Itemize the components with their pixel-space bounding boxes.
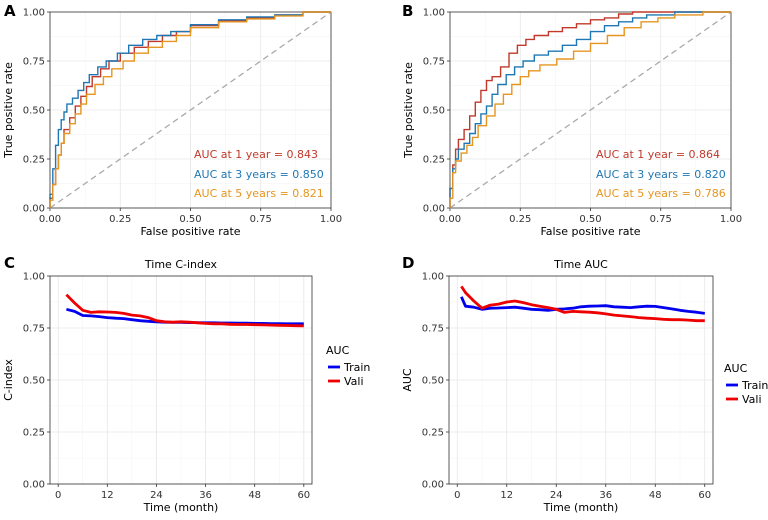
x-tick-label: 0.00: [439, 214, 461, 225]
x-tick-label: 1.00: [320, 214, 342, 225]
y-tick-label: 1.00: [23, 8, 45, 19]
roc-curve-5-years: [49, 11, 331, 208]
x-tick-label: 12: [500, 490, 513, 501]
y-axis-title: True positive rate: [402, 62, 415, 159]
y-tick-label: 0.75: [23, 324, 45, 335]
x-tick-label: 36: [599, 490, 612, 501]
auc-label: AUC at 1 year = 0.864: [596, 148, 720, 161]
y-tick-label: 0.25: [23, 428, 45, 439]
x-axis-title: False positive rate: [540, 225, 640, 238]
y-tick-label: 1.00: [23, 272, 45, 283]
plot-title: Time AUC: [553, 258, 608, 271]
y-tick-label: 0.25: [422, 428, 444, 439]
panel-a: 0.00 0.25 0.50 0.75 1.00 0.00 0.25 0.50 0.75 1.00…: [2, 2, 342, 238]
x-tick-label: 36: [199, 490, 212, 501]
y-axis-title: True positive rate: [2, 62, 15, 159]
x-tick-label: 0.25: [109, 214, 131, 225]
y-tick-label: 0.75: [23, 57, 45, 68]
y-tick-label: 0.00: [23, 204, 45, 215]
y-tick-label: 0.50: [23, 376, 45, 387]
x-tick-label: 24: [550, 490, 563, 501]
roc-curve-5-years: [449, 11, 731, 208]
auc-label: AUC at 3 years = 0.820: [596, 168, 726, 181]
x-tick-label: 0.50: [579, 214, 601, 225]
roc-curve-3-years: [449, 11, 731, 208]
y-tick-label: 0.00: [422, 480, 444, 491]
x-tick-label: 60: [698, 490, 711, 501]
series-line-vali: [460, 285, 705, 323]
legend-label-train: Train: [741, 379, 768, 392]
panel-letter: C: [4, 254, 15, 272]
panel-letter: B: [402, 2, 413, 20]
auc-label: AUC at 1 year = 0.843: [194, 148, 318, 161]
roc-curve-1-year: [449, 11, 731, 208]
reference-diagonal: [449, 11, 732, 209]
x-tick-label: 0: [454, 490, 460, 501]
series-line-train: [460, 296, 706, 315]
y-tick-label: 0.25: [23, 155, 45, 166]
x-tick-label: 0: [55, 490, 61, 501]
legend-title: AUC: [326, 344, 350, 357]
auc-label: AUC at 5 years = 0.786: [596, 187, 726, 200]
y-tick-label: 0.50: [423, 106, 445, 117]
x-tick-label: 0.25: [509, 214, 531, 225]
x-axis-title: Time (month): [543, 501, 619, 514]
panel-c: 0.00 0.25 0.50 0.75 1.00 0 12 24 36 48 60 Time (mon…: [2, 254, 370, 514]
x-tick-label: 0.75: [250, 214, 272, 225]
reference-diagonal: [49, 11, 332, 209]
x-tick-label: 24: [150, 490, 163, 501]
y-tick-label: 1.00: [423, 8, 445, 19]
plot-title: Time C-index: [144, 258, 218, 271]
y-tick-label: 0.75: [422, 324, 444, 335]
y-tick-label: 0.00: [23, 480, 45, 491]
panel-b: 0.00 0.25 0.50 0.75 1.00 0.00 0.25 0.50 0.75 1.00…: [402, 2, 742, 238]
auc-label: AUC at 5 years = 0.821: [194, 187, 324, 200]
x-tick-label: 1.00: [720, 214, 742, 225]
y-tick-label: 0.75: [423, 57, 445, 68]
panel-d: 0.00 0.25 0.50 0.75 1.00 0 12 24 36 48 60 Time (mon…: [401, 254, 768, 514]
legend-title: AUC: [724, 362, 748, 375]
x-tick-label: 0.50: [179, 214, 201, 225]
panel-letter: A: [4, 2, 16, 20]
x-tick-label: 48: [248, 490, 261, 501]
y-tick-label: 0.00: [423, 204, 445, 215]
x-axis-title: Time (month): [143, 501, 219, 514]
legend-label-train: Train: [343, 361, 370, 374]
x-tick-label: 12: [101, 490, 114, 501]
x-tick-label: 48: [649, 490, 662, 501]
series-line-vali: [65, 293, 304, 328]
x-tick-label: 60: [297, 490, 310, 501]
panel-letter: D: [402, 254, 414, 272]
auc-label: AUC at 3 years = 0.850: [194, 168, 324, 181]
y-tick-label: 0.50: [23, 106, 45, 117]
x-tick-label: 0.75: [650, 214, 672, 225]
legend-label-vali: Vali: [344, 375, 364, 388]
y-axis-title: AUC: [401, 368, 414, 392]
x-tick-label: 0.00: [39, 214, 61, 225]
y-axis-title: C-index: [2, 359, 15, 401]
y-tick-label: 0.50: [422, 376, 444, 387]
legend-label-vali: Vali: [742, 393, 762, 406]
y-tick-label: 0.25: [423, 155, 445, 166]
y-tick-label: 1.00: [422, 272, 444, 283]
x-axis-title: False positive rate: [140, 225, 240, 238]
